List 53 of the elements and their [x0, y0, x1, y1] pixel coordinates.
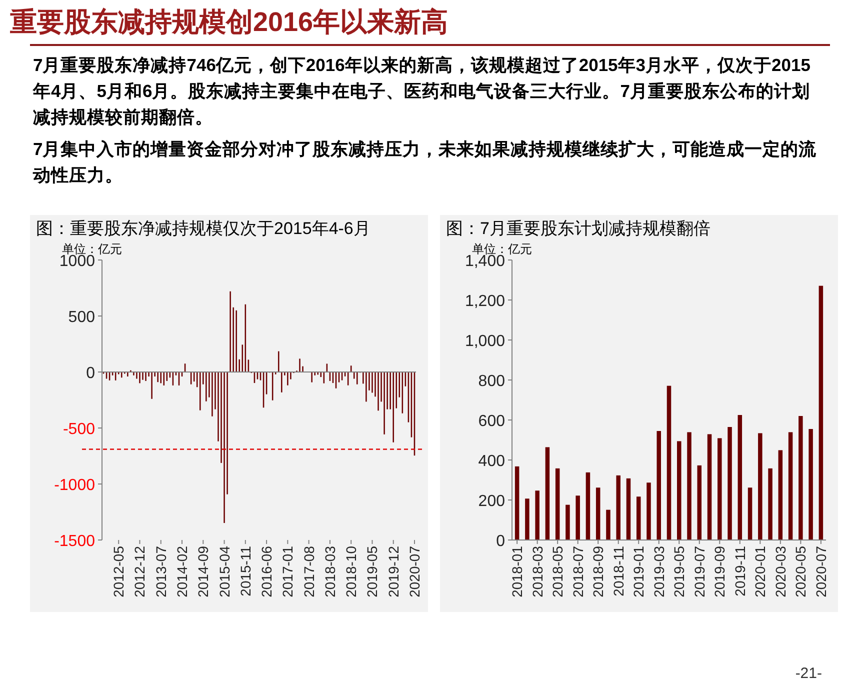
y-tick-label: 0: [496, 533, 506, 550]
x-tick-label: 2018-03: [322, 546, 338, 598]
y-tick-label: 600: [478, 413, 506, 430]
x-tick-label: 2017-08: [300, 546, 317, 598]
x-tick-label: 2020-03: [772, 546, 788, 598]
x-tick-label: 2019-12: [385, 546, 402, 598]
x-tick-label: 2012-05: [110, 546, 127, 598]
y-tick-label: 1000: [59, 253, 96, 270]
y-tick-label: 1,000: [464, 333, 506, 350]
x-tick-label: 2018-03: [529, 546, 546, 598]
x-tick-label: 2019-11: [732, 546, 748, 596]
x-tick-label: 2018-10: [343, 546, 360, 598]
y-tick-label: 800: [478, 373, 506, 390]
text: 7月集中入市的增量资金部分对冲了股东减持压力，未来如果减持规模继续扩大，可能造成一定的流动性压力。: [33, 138, 818, 187]
text: -21-: [795, 665, 822, 682]
text: 7月重要股东净减持746亿元，创下2016年以来的新高，该规模超过了2015年3月水平，仅次于2015年4月、5月和6月。股东减持主要集中在电子、医药和电气设备三大行业。7月重要股东公布的计划减持规模较前期翻倍。: [33, 54, 812, 129]
x-tick-label: 2014-09: [195, 546, 212, 598]
y-tick-label: 1,200: [464, 293, 506, 310]
y-tick-label: -1500: [54, 533, 96, 550]
x-tick-label: 2018-09: [590, 546, 606, 598]
x-tick-label: 2019-09: [712, 546, 728, 598]
x-tick-label: 2018-05: [550, 546, 566, 598]
y-tick-label: 500: [68, 309, 96, 326]
y-tick-label: 200: [478, 493, 506, 510]
y-tick-label: 1,400: [464, 253, 506, 270]
x-tick-label: 2018-07: [570, 546, 586, 598]
x-tick-label: 2012-12: [132, 546, 148, 598]
x-tick-label: 2020-07: [812, 546, 829, 598]
x-tick-label: 2018-01: [509, 546, 526, 598]
chart-title: 图：重要股东净减持规模仅次于2015年4-6月: [36, 219, 370, 238]
x-tick-label: 2019-05: [671, 546, 688, 598]
y-tick-label: 0: [86, 365, 96, 382]
x-tick-label: 2019-01: [630, 546, 647, 598]
x-tick-label: 2019-05: [364, 546, 380, 598]
x-tick-label: 2020-01: [752, 546, 768, 598]
y-tick-label: -1000: [54, 477, 96, 494]
y-tick-label: -500: [62, 421, 96, 438]
x-tick-label: 2015-04: [216, 546, 232, 598]
x-tick-label: 2018-11: [610, 546, 626, 596]
x-tick-label: 2020-05: [792, 546, 809, 598]
x-tick-label: 2013-07: [152, 546, 169, 598]
y-tick-label: 400: [478, 453, 506, 470]
x-tick-label: 2016-06: [258, 546, 275, 598]
x-tick-label: 2015-11: [237, 546, 254, 596]
x-tick-label: 2019-07: [691, 546, 708, 598]
x-tick-label: 2019-03: [650, 546, 667, 598]
x-tick-label: 2017-01: [280, 546, 296, 598]
x-tick-label: 2014-02: [174, 546, 190, 598]
y-axis-title: 单位：亿元: [62, 242, 122, 256]
text: 重要股东减持规模创2016年以来新高: [10, 6, 448, 39]
chart-title: 图：7月重要股东计划减持规模翻倍: [446, 219, 710, 238]
y-axis-title: 单位：亿元: [472, 242, 532, 256]
x-tick-label: 2020-07: [406, 546, 422, 598]
